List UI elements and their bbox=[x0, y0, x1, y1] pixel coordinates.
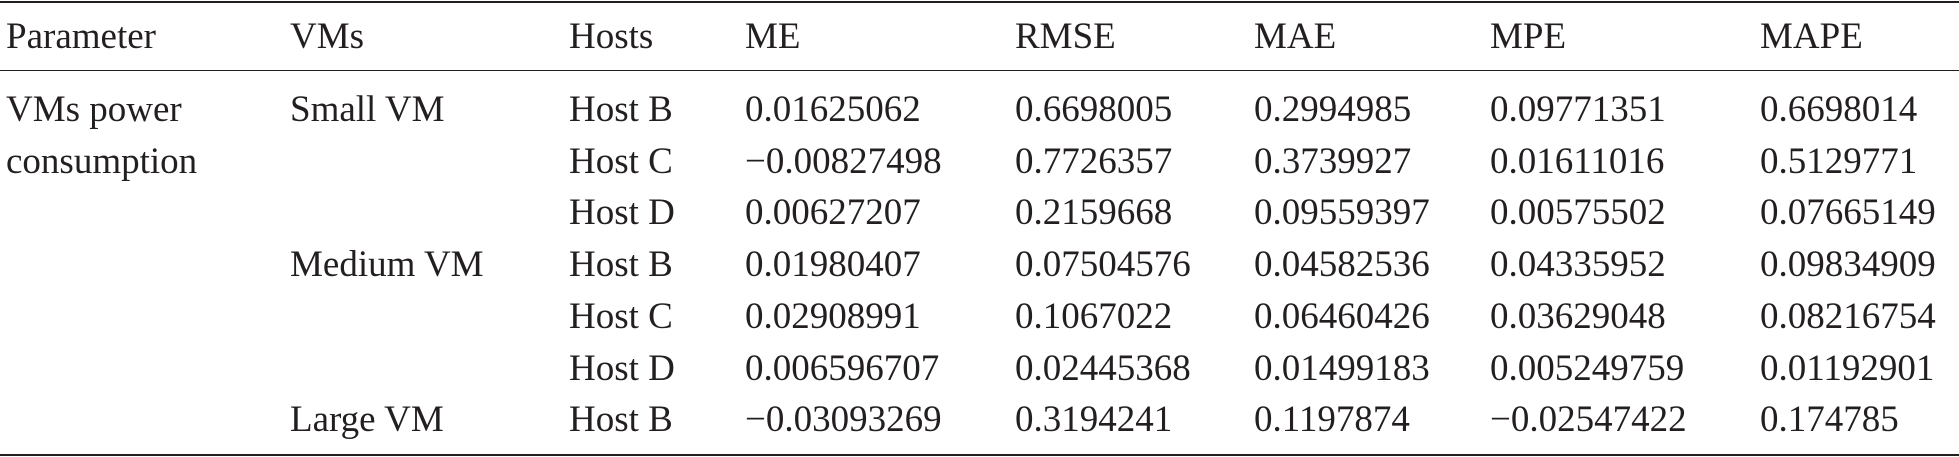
value-cell: 0.08216754 bbox=[1760, 295, 1936, 337]
value-cell: 0.6698014 bbox=[1760, 89, 1918, 130]
value-cell: 0.174785 bbox=[1760, 399, 1899, 441]
value-cell: 0.01625062 bbox=[745, 89, 921, 130]
value-cell: 0.3739927 bbox=[1254, 140, 1412, 182]
value-cell: 0.01499183 bbox=[1254, 347, 1430, 389]
header-cell: MAE bbox=[1254, 16, 1337, 57]
value-cell: 0.02445368 bbox=[1015, 347, 1191, 389]
value-cell: 0.02908991 bbox=[745, 295, 921, 337]
value-cell: −0.03093269 bbox=[745, 399, 942, 441]
value-cell: 0.2159668 bbox=[1015, 192, 1173, 234]
value-cell: 0.5129771 bbox=[1760, 140, 1918, 182]
parameter-cell: VMs power consumption bbox=[6, 89, 198, 182]
header-cell: RMSE bbox=[1015, 16, 1116, 57]
value-cell: 0.09559397 bbox=[1254, 192, 1430, 234]
bottom-rule bbox=[0, 454, 1959, 456]
header-cell: VMs bbox=[290, 16, 365, 57]
top-rule bbox=[0, 1, 1959, 3]
header-cell: Hosts bbox=[569, 16, 654, 57]
value-cell: 0.005249759 bbox=[1490, 347, 1685, 389]
value-cell: −0.00827498 bbox=[745, 140, 942, 182]
value-cell: 0.09771351 bbox=[1490, 89, 1666, 130]
vm-cell: Large VM bbox=[290, 399, 444, 441]
value-cell: 0.04335952 bbox=[1490, 244, 1666, 286]
value-cell: 0.1067022 bbox=[1015, 295, 1173, 337]
header-cell: Parameter bbox=[6, 16, 156, 57]
host-cell: Host D bbox=[569, 192, 675, 234]
value-cell: 0.6698005 bbox=[1015, 89, 1173, 130]
value-cell: 0.09834909 bbox=[1760, 244, 1936, 286]
header-cell: MAPE bbox=[1760, 16, 1863, 57]
value-cell: 0.3194241 bbox=[1015, 399, 1173, 441]
value-cell: 0.01192901 bbox=[1760, 347, 1935, 389]
host-cell: Host C bbox=[569, 295, 673, 337]
value-cell: 0.7726357 bbox=[1015, 140, 1173, 182]
host-cell: Host B bbox=[569, 399, 673, 441]
value-cell: 0.00575502 bbox=[1490, 192, 1666, 234]
value-cell: 0.00627207 bbox=[745, 192, 921, 234]
value-cell: −0.02547422 bbox=[1490, 399, 1687, 441]
value-cell: 0.04582536 bbox=[1254, 244, 1430, 286]
header-cell: ME bbox=[745, 16, 801, 57]
host-cell: Host C bbox=[569, 140, 673, 182]
host-cell: Host D bbox=[569, 347, 675, 389]
value-cell: 0.06460426 bbox=[1254, 295, 1430, 337]
host-cell: Host B bbox=[569, 244, 673, 286]
value-cell: 0.006596707 bbox=[745, 347, 940, 389]
header-cell: MPE bbox=[1490, 16, 1567, 57]
value-cell: 0.07504576 bbox=[1015, 244, 1191, 286]
vm-cell: Small VM bbox=[290, 89, 445, 130]
host-cell: Host B bbox=[569, 89, 673, 130]
value-cell: 0.01980407 bbox=[745, 244, 921, 286]
value-cell: 0.03629048 bbox=[1490, 295, 1666, 337]
value-cell: 0.2994985 bbox=[1254, 89, 1412, 130]
header-rule bbox=[0, 70, 1959, 71]
vm-cell: Medium VM bbox=[290, 244, 484, 286]
value-cell: 0.1197874 bbox=[1254, 399, 1410, 441]
value-cell: 0.01611016 bbox=[1490, 140, 1665, 182]
value-cell: 0.07665149 bbox=[1760, 192, 1936, 234]
